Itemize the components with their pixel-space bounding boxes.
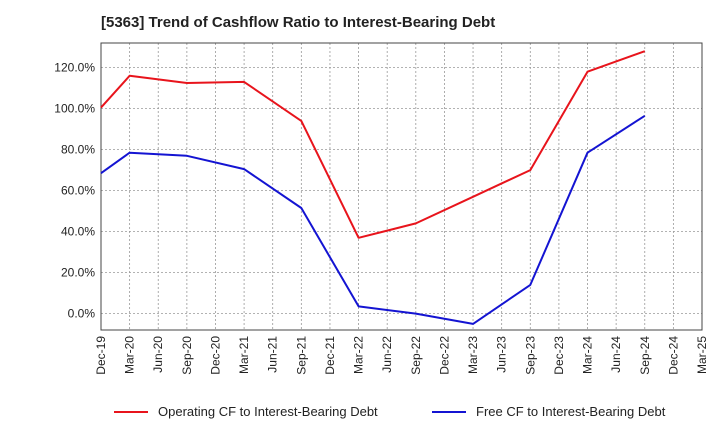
- x-tick-label: Dec-20: [208, 336, 222, 375]
- legend-label-operating-cf: Operating CF to Interest-Bearing Debt: [158, 404, 378, 419]
- legend-swatch-operating-cf: [114, 410, 148, 413]
- x-tick-label: Jun-20: [151, 336, 165, 373]
- x-tick-label: Mar-25: [695, 336, 709, 374]
- x-tick-label: Sep-24: [638, 336, 652, 375]
- x-tick-label: Sep-22: [409, 336, 423, 375]
- x-tick-label: Sep-23: [523, 336, 537, 375]
- legend-swatch-free-cf: [432, 410, 466, 413]
- x-tick-label: Mar-23: [466, 336, 480, 374]
- x-tick-label: Dec-19: [94, 336, 108, 375]
- x-tick-label: Mar-22: [352, 336, 366, 374]
- y-tick-label: 80.0%: [61, 143, 95, 157]
- x-tick-label: Dec-23: [552, 336, 566, 375]
- y-tick-label: 100.0%: [54, 102, 95, 116]
- x-tick-label: Mar-20: [123, 336, 137, 374]
- legend-item-free-cf: Free CF to Interest-Bearing Debt: [432, 404, 665, 419]
- x-tick-label: Sep-21: [294, 336, 308, 375]
- y-tick-label: 120.0%: [54, 61, 95, 75]
- legend-item-operating-cf: Operating CF to Interest-Bearing Debt: [114, 404, 378, 419]
- y-tick-label: 40.0%: [61, 225, 95, 239]
- x-tick-label: Mar-24: [581, 336, 595, 374]
- legend: Operating CF to Interest-Bearing Debt Fr…: [0, 404, 720, 426]
- x-tick-label: Jun-23: [495, 336, 509, 373]
- chart-title: [5363] Trend of Cashflow Ratio to Intere…: [101, 14, 496, 31]
- y-tick-label: 20.0%: [61, 266, 95, 280]
- y-tick-label: 0.0%: [68, 307, 96, 321]
- legend-label-free-cf: Free CF to Interest-Bearing Debt: [476, 404, 666, 419]
- series-line-0: [100, 50, 646, 239]
- x-tick-label: Dec-24: [666, 336, 680, 375]
- x-tick-label: Jun-22: [380, 336, 394, 373]
- x-tick-label: Dec-21: [323, 336, 337, 375]
- y-tick-label: 60.0%: [61, 184, 95, 198]
- x-tick-label: Jun-21: [266, 336, 280, 373]
- x-tick-label: Mar-21: [237, 336, 251, 374]
- plot-border: [100, 42, 703, 331]
- x-tick-label: Dec-22: [437, 336, 451, 375]
- x-tick-label: Jun-24: [609, 336, 623, 373]
- series-line-1: [100, 114, 646, 325]
- plot-background: [101, 43, 702, 330]
- x-tick-label: Sep-20: [180, 336, 194, 375]
